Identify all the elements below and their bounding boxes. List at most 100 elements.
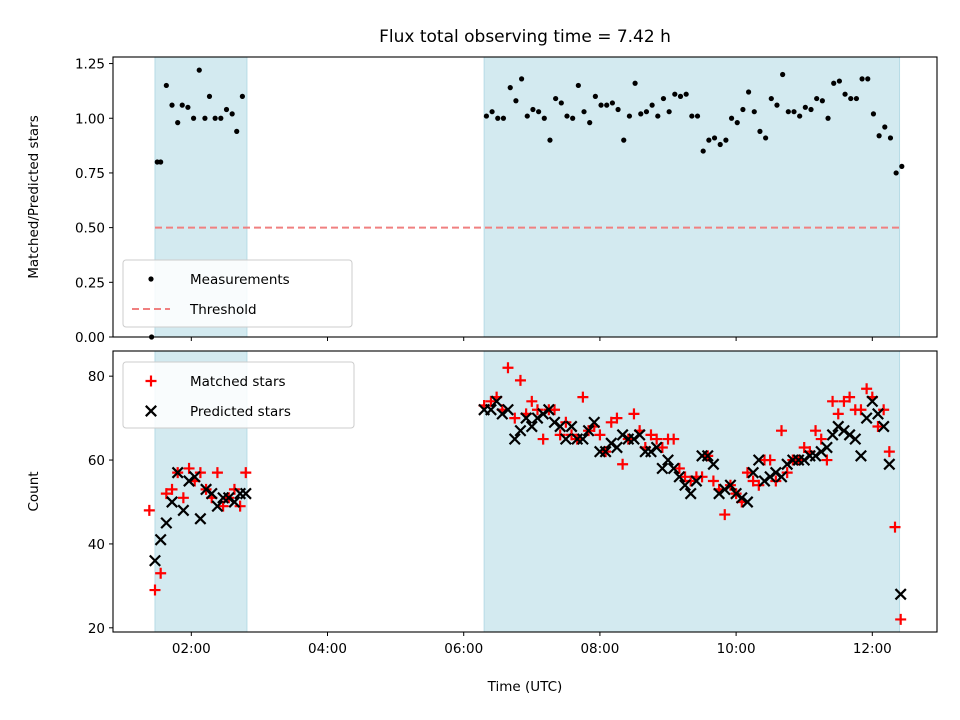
predicted-star-point <box>662 454 674 467</box>
matched-star-point <box>166 483 178 495</box>
matched-star-point <box>889 521 901 533</box>
x-tick-label: 06:00 <box>444 641 483 657</box>
measurement-point <box>734 120 740 126</box>
predicted-star-point <box>775 470 788 483</box>
matched-star-point <box>764 454 776 466</box>
measurement-point <box>206 93 213 99</box>
matched-star-point <box>883 446 895 458</box>
legend-marker <box>145 375 157 387</box>
measurement-point <box>853 95 860 102</box>
predicted-star-point <box>554 420 567 433</box>
measurement-point <box>190 115 197 121</box>
measurement-point <box>179 102 185 108</box>
measurement-point <box>814 95 820 102</box>
predicted-star-point <box>866 395 879 408</box>
predicted-star-point <box>877 420 890 433</box>
measurement-point <box>581 109 587 115</box>
predicted-star-point <box>872 407 884 420</box>
predicted-star-point <box>501 403 514 416</box>
measurement-point <box>774 102 780 108</box>
axes-frame <box>112 56 938 338</box>
legend-marker <box>148 276 154 282</box>
predicted-star-point <box>508 433 521 446</box>
x-tick-label: 02:00 <box>172 641 211 657</box>
predicted-star-point <box>542 403 555 416</box>
matched-star-point <box>509 412 521 424</box>
matched-star-point <box>143 504 155 516</box>
measurement-point <box>518 76 525 82</box>
x-tick-label: 12:00 <box>853 641 892 657</box>
predicted-star-point <box>576 433 589 446</box>
measurement-point <box>740 106 746 113</box>
matched-star-point <box>656 441 668 453</box>
matched-star-point <box>594 429 606 441</box>
legend: Measurements Threshold <box>122 259 353 328</box>
measurement-point <box>757 128 763 134</box>
predicted-star-point <box>894 588 907 601</box>
matched-star-point <box>577 391 589 403</box>
measurement-point <box>507 85 513 91</box>
measurement-point <box>677 93 684 99</box>
matched-star-point <box>832 408 844 420</box>
measurement-point <box>717 141 723 148</box>
measurement-point <box>234 128 240 134</box>
predicted-star-point <box>582 424 595 437</box>
measurement-point <box>655 113 661 119</box>
matched-star-point <box>617 458 629 470</box>
predicted-star-point <box>490 395 503 408</box>
predicted-star-point <box>849 433 862 446</box>
measurement-point <box>229 111 235 117</box>
measurement-point <box>558 100 564 106</box>
y-tick-label: 0.00 <box>75 330 105 346</box>
matched-star-point <box>628 408 640 420</box>
matched-star-point <box>549 404 561 416</box>
legend-label: Matched stars <box>190 374 286 390</box>
measurement-point <box>893 170 899 176</box>
predicted-star-point <box>160 516 173 529</box>
measurement-point <box>694 113 701 119</box>
y-axis-label: Count <box>26 471 42 511</box>
measurement-point <box>202 115 208 121</box>
y-tick-label: 80 <box>88 369 105 385</box>
predicted-star-point <box>854 449 867 462</box>
measurement-point <box>530 106 536 113</box>
measurement-point <box>666 109 672 115</box>
matched-star-point <box>240 467 252 479</box>
predicted-star-point <box>826 428 839 441</box>
measurement-point <box>802 104 808 110</box>
legend-label: Measurements <box>190 272 290 288</box>
measurement-point <box>212 115 218 121</box>
predicted-star-point <box>820 441 833 454</box>
measurement-point <box>672 91 678 97</box>
measurement-point <box>239 93 245 99</box>
measurement-point <box>513 98 519 104</box>
measurement-point <box>785 109 791 115</box>
y-tick-label: 0.50 <box>75 221 105 237</box>
predicted-star-point <box>194 512 207 525</box>
measurement-point <box>158 159 164 165</box>
measurement-point <box>500 115 507 121</box>
panel-counts: 20 40 60 80 02:00 04:00 06:00 08:00 10:00 12:00 Co… <box>26 350 938 695</box>
measurement-point <box>819 98 825 104</box>
observing-window-band <box>483 56 901 338</box>
measurement-point <box>570 115 576 121</box>
measurement-point <box>643 109 650 115</box>
y-tick-label: 0.75 <box>75 166 105 182</box>
y-tick-label: 60 <box>88 453 105 469</box>
x-tick-label: 10:00 <box>717 641 756 657</box>
matched-star-point <box>211 467 223 479</box>
measurement-point <box>745 89 752 95</box>
predicted-star-point <box>514 424 527 437</box>
y-tick-label: 1.00 <box>75 111 105 127</box>
predicted-star-point <box>177 504 190 517</box>
measurement-point <box>780 71 786 78</box>
measurement-point <box>564 113 570 119</box>
measurement-point <box>185 104 191 110</box>
matched-star-point <box>668 433 680 445</box>
axes-frame <box>112 350 938 633</box>
matched-star-point <box>895 613 907 625</box>
predicted-star-point <box>559 433 572 446</box>
measurement-point <box>547 137 553 143</box>
predicted-star-point <box>599 445 612 458</box>
measurement-point <box>751 109 757 115</box>
